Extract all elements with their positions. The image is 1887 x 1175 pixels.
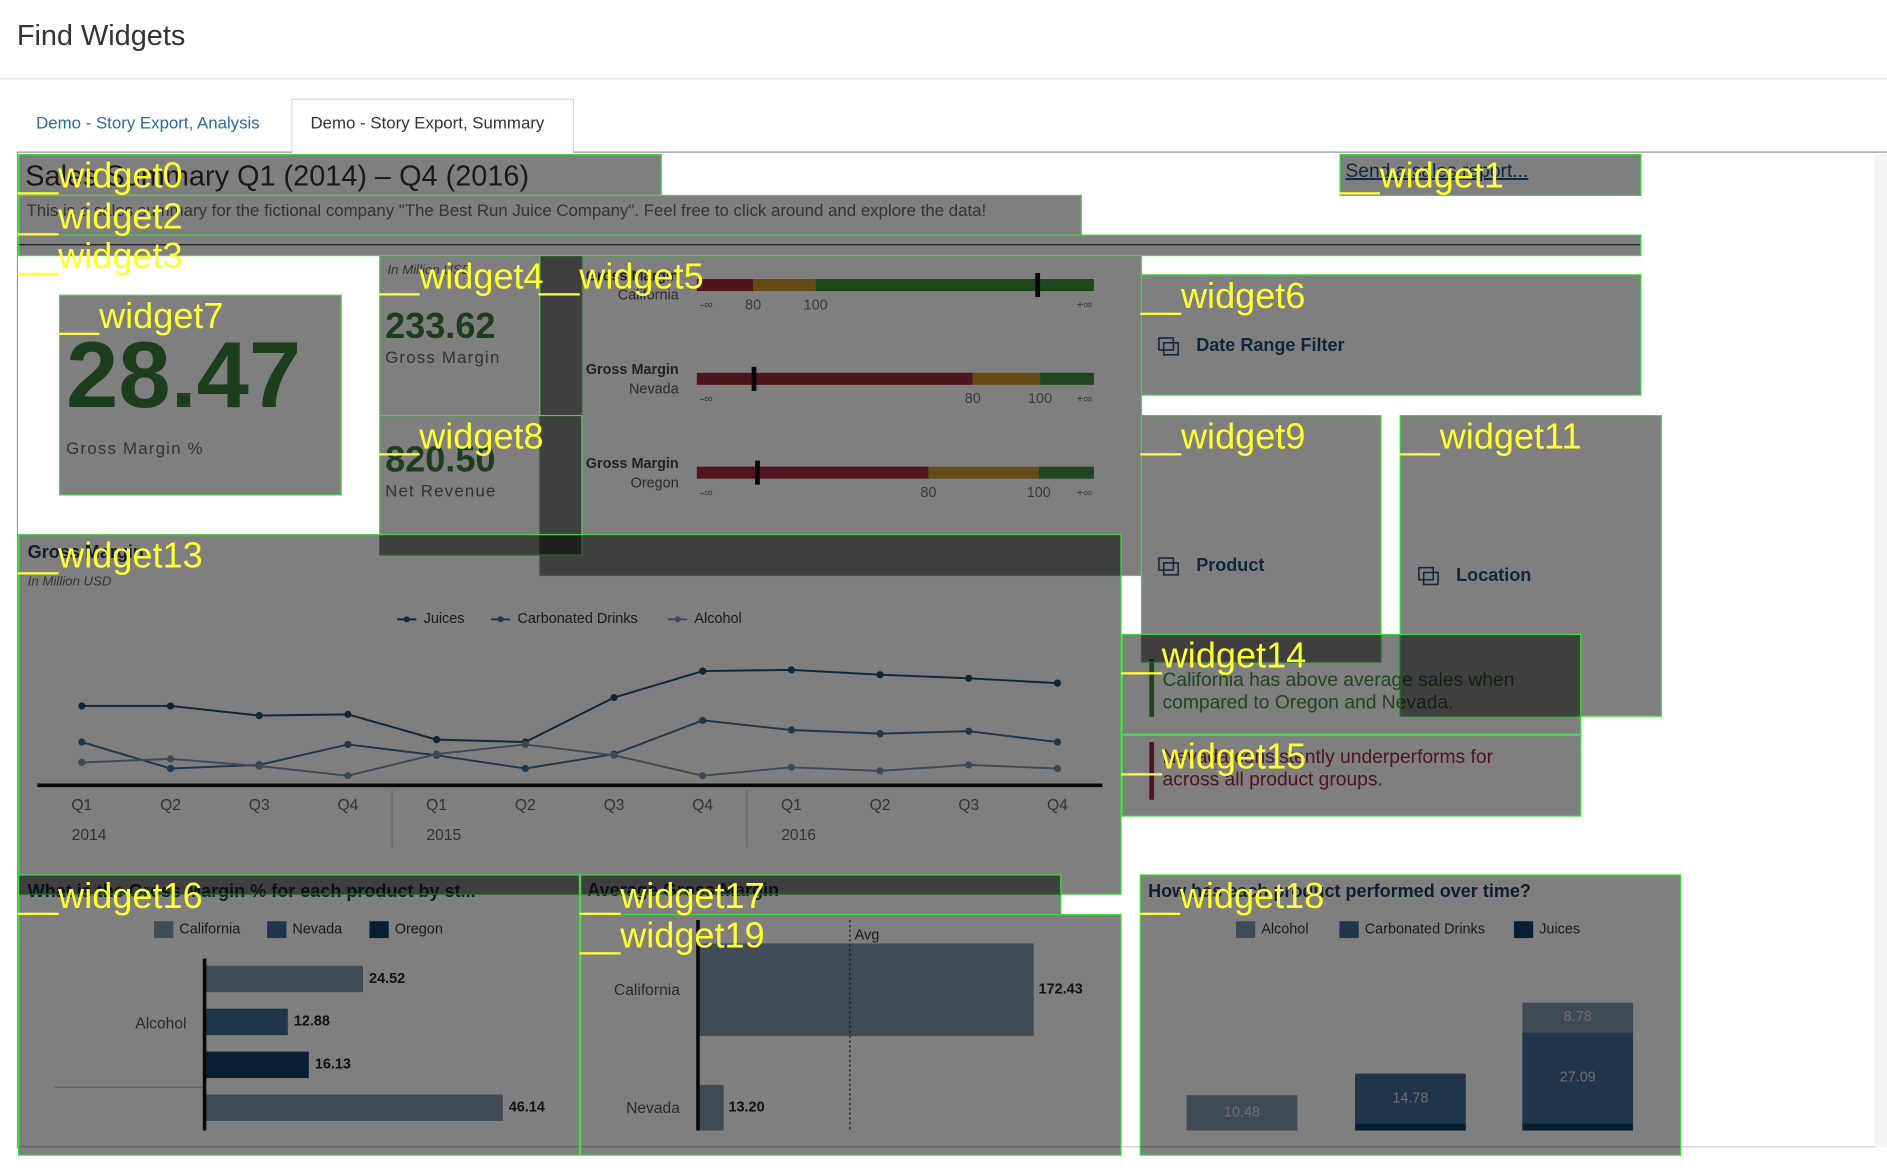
widget-label: __widget17	[579, 875, 765, 916]
widget-label: __widget5	[538, 256, 704, 297]
tab[interactable]: Demo - Story Export, Summary	[310, 113, 544, 132]
widget-overlay[interactable]	[1140, 414, 1382, 663]
widget-overlay[interactable]	[1140, 274, 1642, 396]
widget-overlay[interactable]	[1339, 153, 1642, 197]
widget-overlay[interactable]	[1139, 874, 1682, 1156]
widget-label: __widget11	[1399, 416, 1582, 457]
widget-overlay[interactable]	[1121, 734, 1582, 817]
widget-overlay[interactable]	[580, 914, 1122, 1156]
tab[interactable]: Demo - Story Export, Analysis	[36, 113, 260, 132]
widget-label: __widget15	[1121, 735, 1307, 776]
widget-overlay[interactable]	[18, 533, 1122, 895]
widget-overlay[interactable]	[58, 294, 342, 496]
widget-overlay[interactable]	[18, 194, 1082, 236]
widget-label: __widget19	[579, 915, 765, 956]
widget-label: __widget3	[17, 235, 183, 276]
content-border	[16, 151, 1887, 1149]
page-title: Find Widgets	[17, 20, 185, 52]
widget-overlay[interactable]	[18, 874, 581, 1156]
widget-label: __widget4	[378, 256, 544, 297]
widget-label: __widget18	[1139, 875, 1325, 916]
widget-label: __widget9	[1140, 416, 1306, 457]
widget-label: __widget8	[378, 416, 544, 457]
widget-overlay[interactable]	[580, 874, 1062, 916]
widget-label: __widget13	[17, 535, 203, 576]
widget-overlay[interactable]	[1121, 633, 1582, 735]
widget-label: __widget2	[17, 195, 183, 236]
widget-overlay[interactable]	[539, 254, 1143, 577]
widget-overlay[interactable]	[18, 153, 662, 197]
widget-label: __widget6	[1140, 275, 1306, 316]
widget-label: __widget0	[17, 155, 183, 196]
scrollbar[interactable]	[1874, 153, 1887, 1148]
widget-overlay[interactable]	[379, 414, 583, 556]
widget-overlay[interactable]	[18, 234, 1642, 257]
widget-label: __widget7	[58, 295, 224, 336]
widget-label: __widget14	[1121, 634, 1307, 675]
active-tab-border	[291, 98, 575, 152]
widget-label: __widget1	[1338, 155, 1504, 196]
widget-label: __widget16	[17, 875, 203, 916]
